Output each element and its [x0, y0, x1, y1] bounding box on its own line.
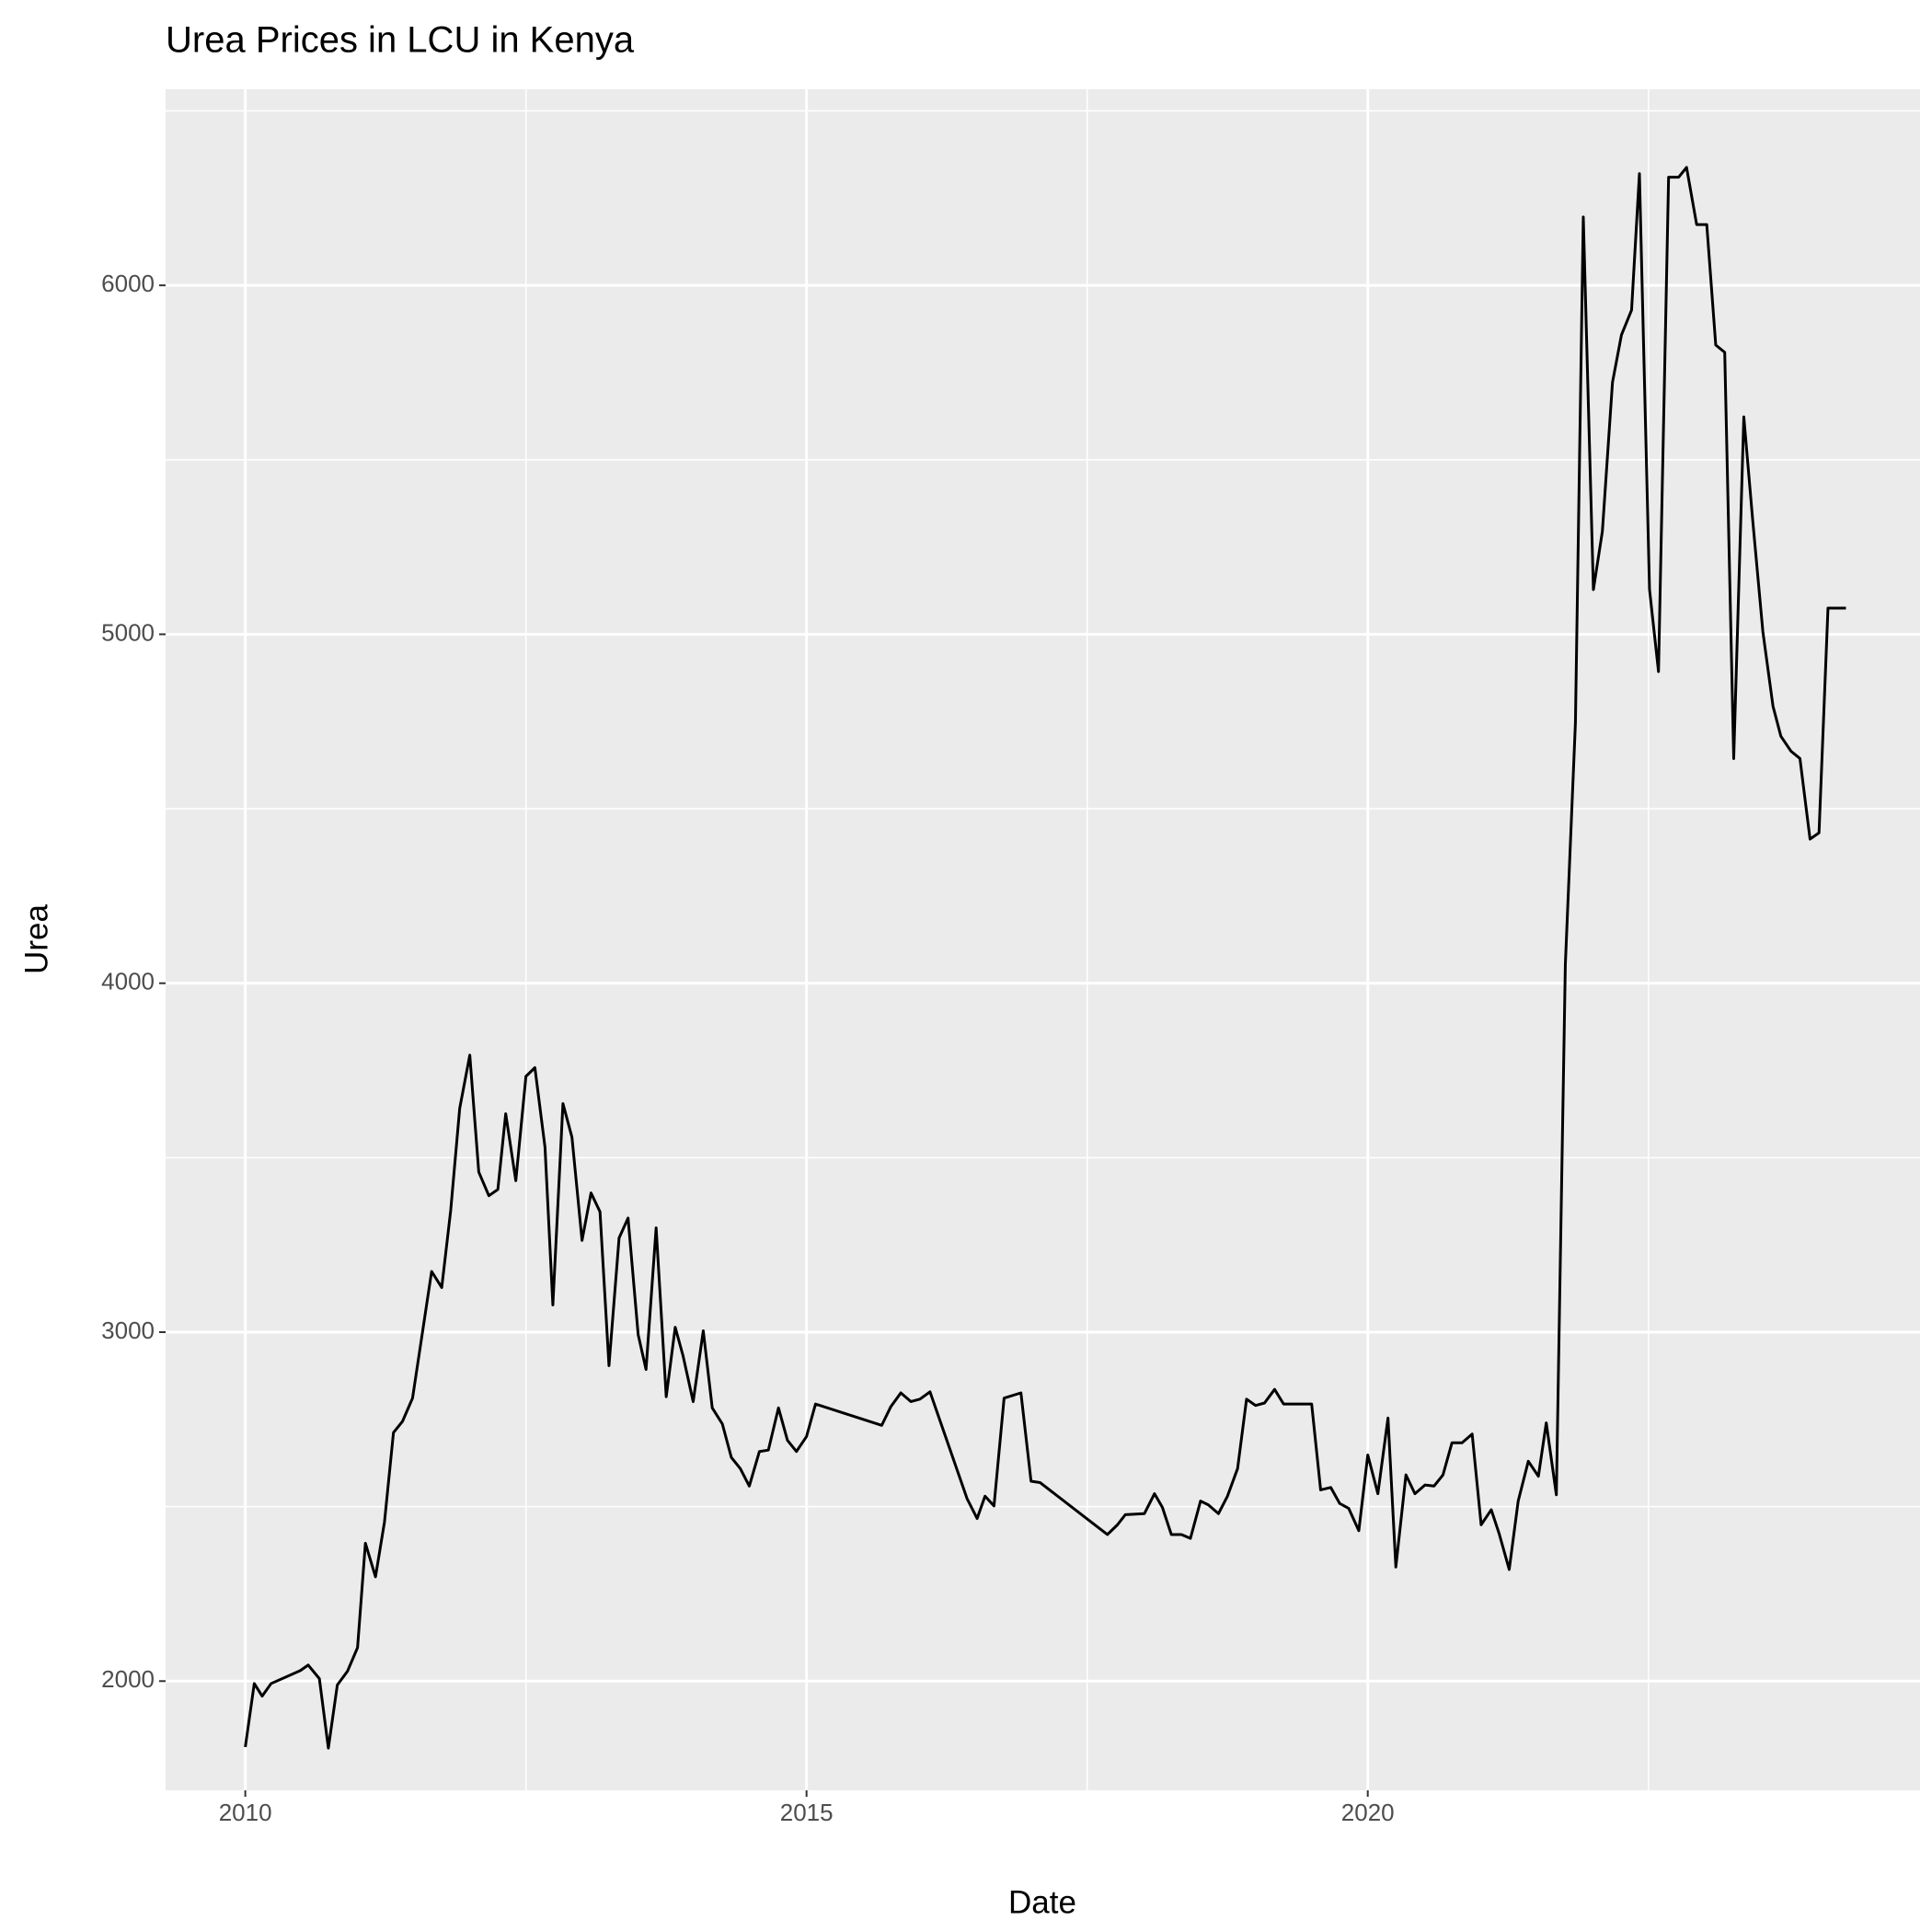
x-tick-label: 2020	[1341, 1799, 1395, 1826]
x-axis-title: Date	[1008, 1884, 1076, 1920]
chart-title: Urea Prices in LCU in Kenya	[166, 20, 635, 61]
x-tick-label: 2015	[780, 1799, 834, 1826]
y-axis-title: Urea	[18, 904, 54, 974]
y-tick-label: 5000	[101, 618, 155, 646]
y-tick-label: 2000	[101, 1665, 155, 1693]
plot-background	[166, 89, 1920, 1790]
x-tick-label: 2010	[219, 1799, 272, 1826]
y-tick-label: 3000	[101, 1317, 155, 1344]
data-line	[244, 166, 1846, 1750]
y-tick-label: 6000	[101, 270, 155, 297]
y-tick-label: 4000	[101, 968, 155, 995]
